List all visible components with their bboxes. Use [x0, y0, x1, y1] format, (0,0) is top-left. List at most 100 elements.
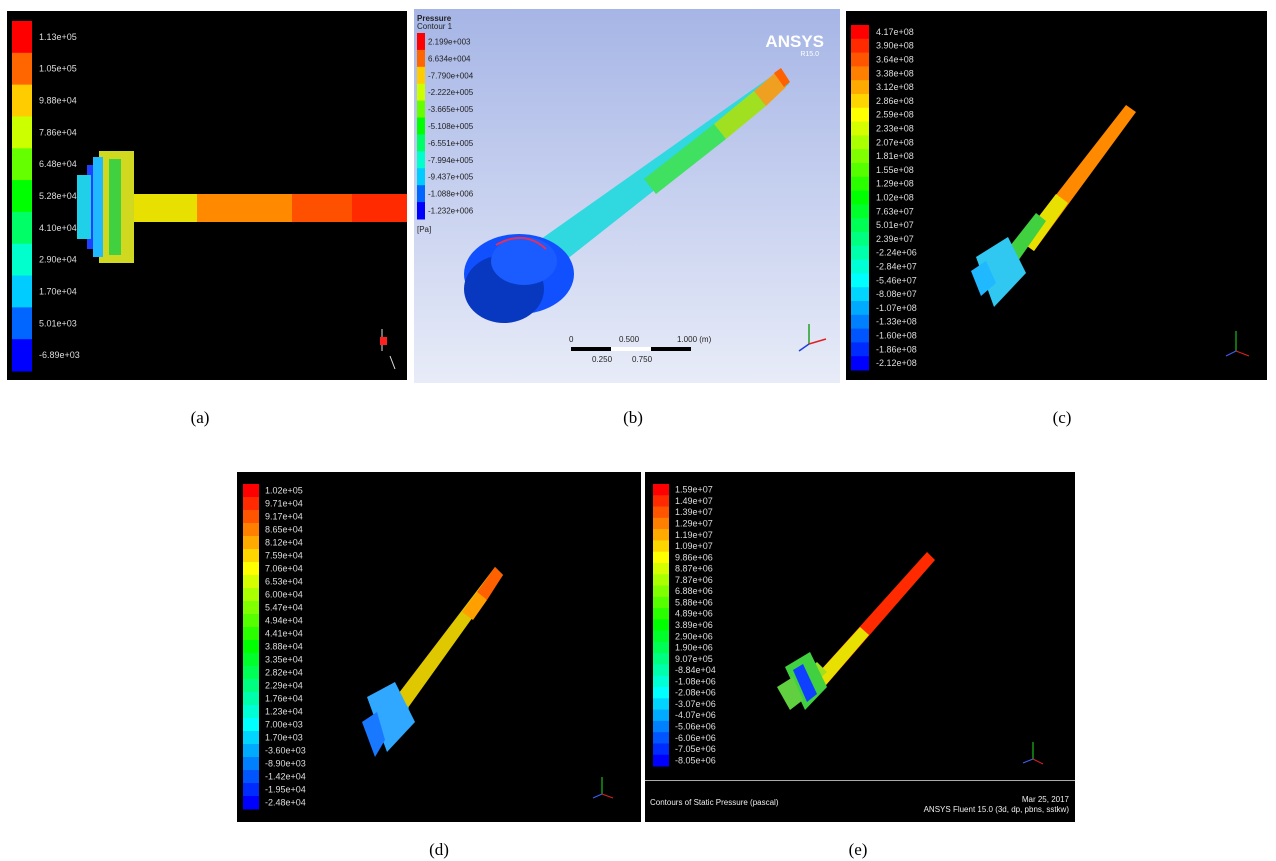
legend-swatch [653, 732, 669, 744]
legend-swatch [417, 168, 425, 186]
legend-swatch [851, 273, 869, 288]
legend-unit-b: [Pa] [417, 225, 431, 234]
shaft-a [77, 151, 407, 263]
legend-swatch [12, 211, 32, 245]
legend-label: 8.12e+04 [265, 538, 303, 548]
legend-swatch [851, 342, 869, 357]
legend-label: 2.90e+06 [675, 631, 713, 641]
axis-triad-b [798, 324, 827, 352]
legend-label: -4.07e+06 [675, 710, 716, 720]
panel-d-graphic: 1.02e+05 9.71e+04 9.17e+04 8.65e+04 8.12e+04… [243, 484, 614, 810]
legend-label: -2.08e+06 [675, 688, 716, 698]
legend-label: 6.48e+04 [39, 159, 77, 169]
legend-label: 1.81e+08 [876, 151, 914, 161]
legend-swatch [243, 588, 259, 602]
legend-label: -2.222e+005 [428, 88, 474, 97]
legend-label: 3.12e+08 [876, 82, 914, 92]
legend-label: 2.07e+08 [876, 137, 914, 147]
legend-label: 5.01e+03 [39, 318, 77, 328]
legend-label: 2.199e+003 [428, 37, 471, 46]
legend-label: 7.00e+03 [265, 720, 303, 730]
legend-label: -1.232e+006 [428, 207, 474, 216]
legend-label: 4.10e+04 [39, 223, 77, 233]
legend-label: 1.09e+07 [675, 541, 713, 551]
legend-label: -7.994e+005 [428, 156, 474, 165]
scale-0: 0 [569, 335, 574, 344]
legend-label: 3.89e+06 [675, 620, 713, 630]
caption-d: (d) [429, 840, 449, 859]
legend-swatch [653, 562, 669, 575]
axis-triad-d [592, 777, 614, 799]
legend-swatch [243, 705, 259, 719]
legend-swatch [851, 80, 869, 95]
legend-swatch [653, 709, 669, 722]
legend-d: 1.02e+05 9.71e+04 9.17e+04 8.65e+04 8.12e+04… [243, 484, 306, 810]
axis-triad-c [1225, 331, 1250, 357]
legend-label: -7.05e+06 [675, 744, 716, 754]
legend-swatch [243, 575, 259, 589]
legend-label: 1.70e+03 [265, 733, 303, 743]
legend-swatch [851, 204, 869, 219]
legend-swatch [851, 314, 869, 330]
legend-label: 3.90e+08 [876, 41, 914, 51]
legend-label: 7.06e+04 [265, 564, 303, 574]
panel-c-graphic: 4.17e+08 3.90e+08 3.64e+08 3.38e+08 3.12e+08… [851, 25, 1250, 371]
legend-label: -9.437e+005 [428, 173, 474, 182]
banner-solver-e: ANSYS Fluent 15.0 (3d, dp, pbns, sstkw) [923, 805, 1069, 814]
legend-swatch [243, 744, 259, 758]
legend-label: 6.88e+06 [675, 586, 713, 596]
legend-swatch [851, 135, 869, 150]
legend-label: 8.87e+06 [675, 564, 713, 574]
caption-a: (a) [190, 408, 210, 427]
legend-swatch [243, 653, 259, 667]
legend-label: 1.76e+04 [265, 694, 303, 704]
legend-label: 7.86e+04 [39, 127, 77, 137]
legend-swatch [12, 148, 32, 181]
legend-label: 2.82e+04 [265, 668, 303, 678]
legend-label: 2.90e+04 [39, 255, 77, 265]
legend-label: 4.17e+08 [876, 27, 914, 37]
legend-swatch [851, 232, 869, 247]
legend-swatch [417, 66, 425, 85]
scale-1000: 1.000 (m) [677, 335, 712, 344]
legend-swatch [653, 517, 669, 530]
panel-b-graphic: Pressure Contour 1 2.199e+003 6.634e+004 -… [417, 14, 827, 364]
legend-swatch [12, 84, 32, 117]
legend-label: 1.23e+04 [265, 707, 303, 717]
legend-swatch [417, 185, 425, 203]
legend-label: 3.88e+04 [265, 642, 303, 652]
legend-swatch [653, 529, 669, 541]
legend-swatch [243, 796, 259, 810]
legend-label: 1.90e+06 [675, 643, 713, 653]
legend-swatch [12, 243, 32, 277]
legend-label: 9.07e+05 [675, 654, 713, 664]
legend-swatch [653, 484, 669, 496]
legend-label: -6.551e+005 [428, 139, 474, 148]
legend-swatch [653, 641, 669, 654]
legend-swatch [851, 149, 869, 164]
legend-swatch [653, 540, 669, 553]
panel-d: 1.02e+05 9.71e+04 9.17e+04 8.65e+04 8.12e+04… [237, 472, 641, 822]
legend-label: 1.59e+07 [675, 485, 713, 495]
legend-swatch [417, 117, 425, 135]
caption-b: (b) [623, 408, 643, 427]
legend-label: 7.59e+04 [265, 551, 303, 561]
legend-swatch [243, 549, 259, 563]
legend-label: 2.39e+07 [876, 234, 914, 244]
legend-swatch [851, 66, 869, 81]
legend-swatch [851, 301, 869, 316]
legend-label: 1.02e+08 [876, 193, 914, 203]
legend-swatch [12, 275, 32, 308]
legend-label: 1.55e+08 [876, 165, 914, 175]
legend-label: -3.07e+06 [675, 699, 716, 709]
legend-swatch [653, 653, 669, 665]
legend-swatch [653, 687, 669, 699]
axis-triad-a [380, 329, 396, 370]
panel-c: 4.17e+08 3.90e+08 3.64e+08 3.38e+08 3.12e+08… [846, 11, 1267, 380]
legend-swatch [417, 151, 425, 169]
legend-label: 6.53e+04 [265, 577, 303, 587]
legend-swatch [851, 218, 869, 233]
legend-label: 1.29e+07 [675, 518, 713, 528]
shaft-e [777, 552, 935, 710]
legend-swatch [851, 121, 869, 136]
